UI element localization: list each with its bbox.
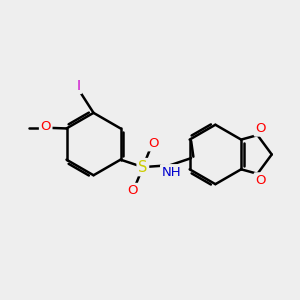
Text: O: O xyxy=(148,137,158,150)
Text: NH: NH xyxy=(162,166,181,178)
Text: S: S xyxy=(138,160,148,175)
Text: O: O xyxy=(255,174,266,187)
Text: O: O xyxy=(40,120,51,133)
Text: O: O xyxy=(127,184,138,197)
Text: O: O xyxy=(255,122,266,135)
Text: I: I xyxy=(77,79,81,92)
